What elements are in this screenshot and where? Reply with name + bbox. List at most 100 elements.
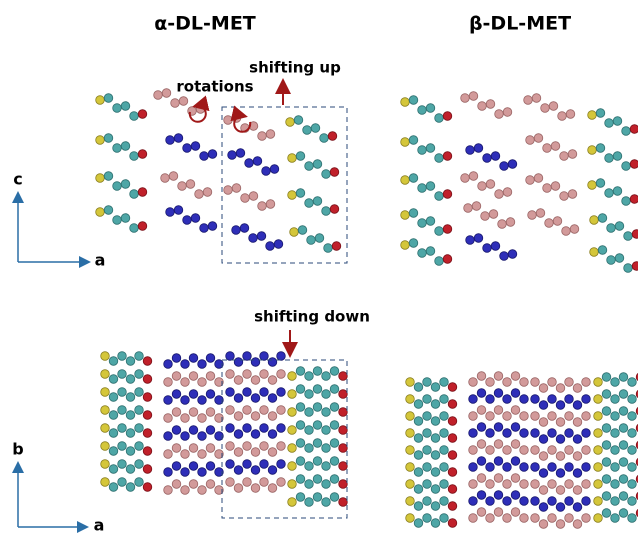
atom xyxy=(511,457,520,466)
atom xyxy=(486,429,495,438)
atom xyxy=(565,480,574,489)
atom xyxy=(632,230,638,239)
atom xyxy=(466,146,475,155)
atom xyxy=(491,152,500,161)
atom xyxy=(130,152,139,161)
atom xyxy=(520,395,529,404)
atom xyxy=(619,458,628,467)
atom xyxy=(330,475,339,484)
atom xyxy=(243,460,252,469)
atom xyxy=(573,384,582,393)
atom xyxy=(520,378,529,387)
atom xyxy=(582,446,591,455)
atom xyxy=(305,480,314,489)
atom xyxy=(562,227,571,236)
atom xyxy=(539,469,548,478)
atom xyxy=(613,187,622,196)
atom xyxy=(481,212,490,221)
atom xyxy=(178,182,187,191)
atom xyxy=(251,430,260,439)
atom xyxy=(602,492,611,501)
atom xyxy=(118,442,127,451)
atom xyxy=(169,172,178,181)
atom xyxy=(118,478,127,487)
atom xyxy=(560,192,569,201)
atom xyxy=(431,485,440,494)
atom xyxy=(556,418,565,427)
atom xyxy=(249,192,258,201)
atom xyxy=(628,412,637,421)
atom xyxy=(251,412,260,421)
atom xyxy=(611,395,620,404)
atom xyxy=(406,412,415,421)
atom xyxy=(296,385,305,394)
atom xyxy=(531,480,540,489)
atom xyxy=(594,514,603,523)
atom xyxy=(126,375,135,384)
atom xyxy=(435,257,444,266)
atom xyxy=(409,136,418,145)
atom xyxy=(118,352,127,361)
atom xyxy=(277,460,286,469)
atom xyxy=(414,434,423,443)
atom xyxy=(296,457,305,466)
atom xyxy=(268,448,277,457)
atom xyxy=(431,519,440,528)
axis-label: a xyxy=(95,251,106,270)
atom xyxy=(619,475,628,484)
atom xyxy=(494,372,503,381)
atom xyxy=(469,446,478,455)
atom xyxy=(503,514,512,523)
atom xyxy=(582,378,591,387)
atom xyxy=(556,469,565,478)
title: β-DL-MET xyxy=(469,13,571,35)
atom xyxy=(171,99,180,108)
atom xyxy=(288,480,297,489)
atom xyxy=(260,352,269,361)
atom xyxy=(288,426,297,435)
atom xyxy=(414,485,423,494)
atom xyxy=(539,418,548,427)
atom xyxy=(234,466,243,475)
atom xyxy=(96,174,105,183)
atom xyxy=(135,442,144,451)
atom xyxy=(330,367,339,376)
atom xyxy=(551,142,560,151)
atom xyxy=(534,174,543,183)
atom xyxy=(172,408,181,417)
atom xyxy=(260,370,269,379)
atom xyxy=(558,112,567,121)
atom xyxy=(588,146,597,155)
atom xyxy=(503,378,512,387)
atom xyxy=(630,195,638,204)
atom xyxy=(251,358,260,367)
atom xyxy=(332,242,341,251)
atom xyxy=(573,401,582,410)
atom xyxy=(277,352,286,361)
atom xyxy=(469,172,478,181)
atom xyxy=(296,189,305,198)
atom xyxy=(126,465,135,474)
atom xyxy=(568,150,577,159)
atom xyxy=(198,360,207,369)
atom xyxy=(172,444,181,453)
atom xyxy=(440,395,449,404)
atom xyxy=(339,498,348,507)
atom xyxy=(121,102,130,111)
atom xyxy=(582,497,591,506)
atom xyxy=(443,255,452,264)
atom xyxy=(179,97,188,106)
atom xyxy=(174,206,183,215)
atom xyxy=(594,429,603,438)
atom xyxy=(565,446,574,455)
atom xyxy=(531,446,540,455)
atom xyxy=(322,170,331,179)
atom xyxy=(206,480,215,489)
atom xyxy=(619,492,628,501)
atom xyxy=(461,94,470,103)
atom xyxy=(588,111,597,120)
atom xyxy=(602,441,611,450)
atom xyxy=(543,144,552,153)
atom xyxy=(313,385,322,394)
atom xyxy=(121,214,130,223)
